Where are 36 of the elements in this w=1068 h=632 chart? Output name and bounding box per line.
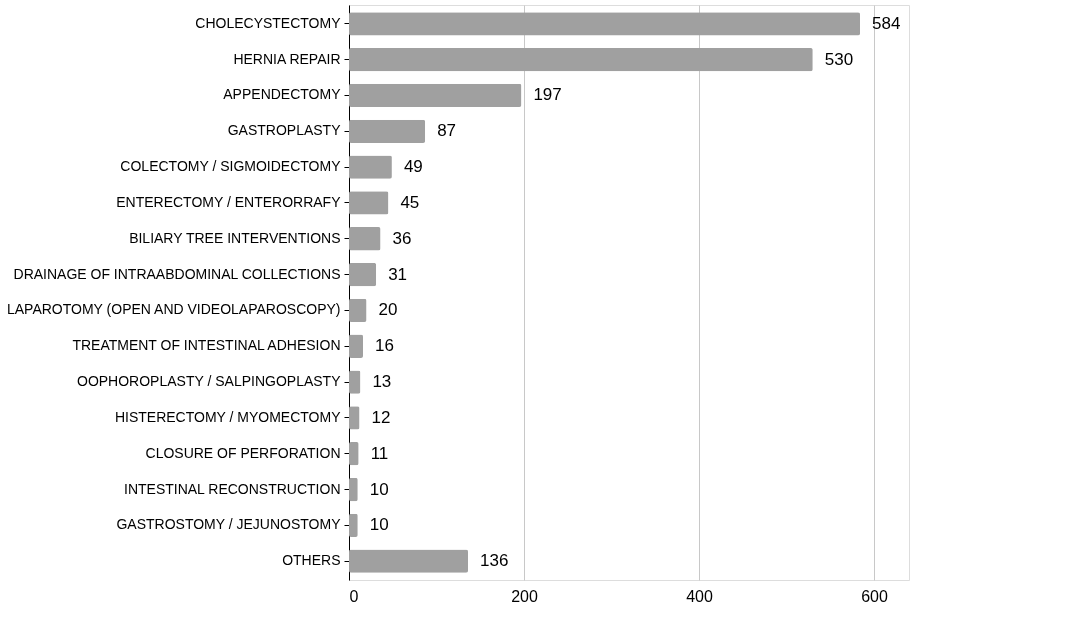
y-tick-label: ENTERECTOMY / ENTERORRAFY <box>116 193 342 210</box>
y-tick-label: OOPHOROPLASTY / SALPINGOPLASTY <box>77 373 342 390</box>
y-tick-label: APPENDECTOMY <box>223 86 342 103</box>
x-tick-label: 0 <box>349 587 359 605</box>
y-tick-label: TREATMENT OF INTESTINAL ADHESION <box>72 337 341 354</box>
y-tick-label: HISTERECTOMY / MYOMECTOMY <box>114 408 342 425</box>
y-tick-label: CLOSURE OF PERFORATION <box>145 444 341 461</box>
data-label: 45 <box>400 192 420 212</box>
y-tick-label: COLECTOMY / SIGMOIDECTOMY <box>120 158 342 175</box>
data-label: 197 <box>533 85 562 105</box>
y-tick-label: CHOLECYSTECTOMY <box>195 14 342 31</box>
data-label: 11 <box>370 443 389 463</box>
y-tick-label: GASTROPLASTY <box>227 122 342 139</box>
data-label: 10 <box>369 515 389 535</box>
data-label: 16 <box>375 336 394 356</box>
data-label: 13 <box>372 372 392 392</box>
y-tick-label: DRAINAGE OF INTRAABDOMINAL COLLECTIONS <box>13 265 341 282</box>
data-label: 87 <box>437 121 457 141</box>
data-label: 36 <box>392 228 412 248</box>
data-label: 31 <box>388 264 408 284</box>
y-tick-label: INTESTINAL RECONSTRUCTION <box>124 480 341 497</box>
data-label: 530 <box>824 49 854 69</box>
y-tick-label: HERNIA REPAIR <box>233 50 341 67</box>
data-label: 49 <box>403 157 423 177</box>
y-tick-label: GASTROSTOMY / JEJUNOSTOMY <box>116 516 342 533</box>
data-label: 136 <box>480 551 509 571</box>
data-label: 10 <box>369 479 389 499</box>
data-label: 12 <box>371 407 391 427</box>
x-tick-label: 600 <box>861 587 888 605</box>
data-label: 584 <box>872 13 901 33</box>
x-tick-label: 400 <box>686 587 713 605</box>
x-tick-label: 200 <box>511 587 538 605</box>
y-tick-label: BILIARY TREE INTERVENTIONS <box>129 229 341 246</box>
y-tick-label: OTHERS <box>282 552 341 569</box>
y-tick-label: LAPAROTOMY (OPEN AND VIDEOLAPAROSCOPY) <box>7 301 341 318</box>
data-label: 20 <box>378 300 398 320</box>
